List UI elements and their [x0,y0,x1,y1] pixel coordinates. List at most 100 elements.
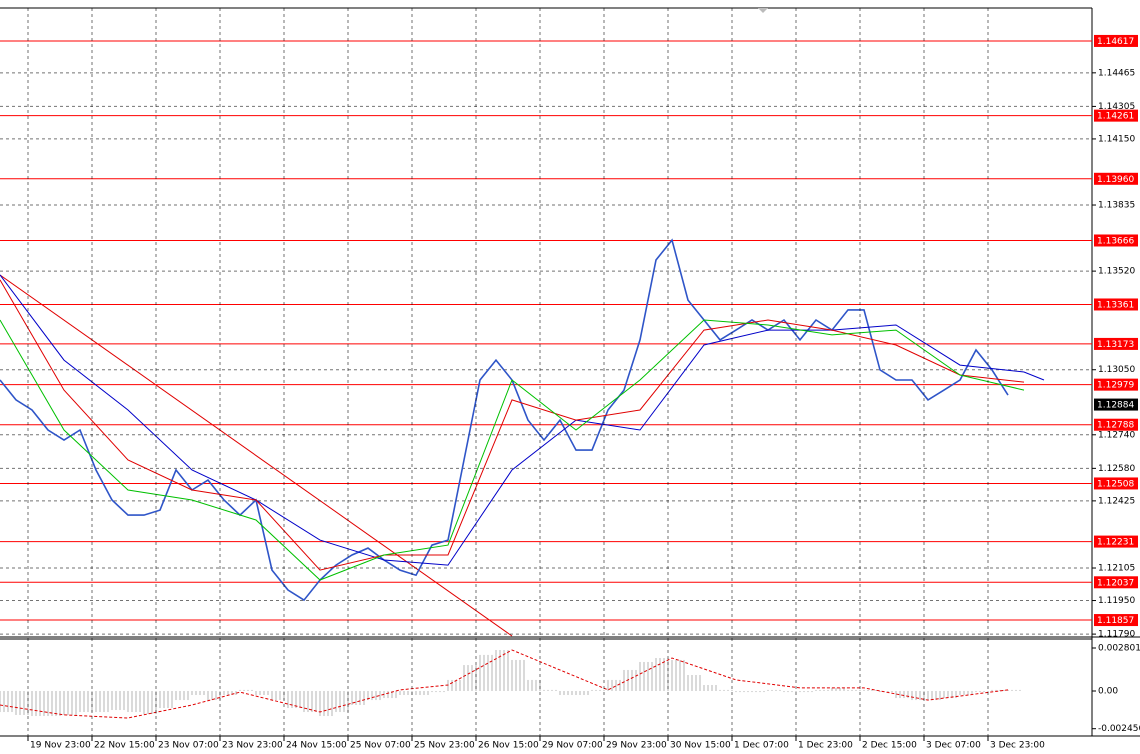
x-tick-label: 22 Nov 15:00 [94,741,155,751]
histogram-bar [259,691,261,695]
y-tick-label: 0.002801 [1098,643,1140,653]
histogram-bar [399,691,401,695]
histogram-bar [135,691,137,713]
histogram-bar [351,691,353,705]
histogram-bar [387,691,389,699]
level-label-box [1094,535,1138,548]
histogram-bar [143,691,145,715]
x-tick-label: 30 Nov 15:00 [670,741,731,751]
histogram-bar [643,661,645,692]
histogram-bar [363,691,365,705]
histogram-bar [623,669,625,692]
histogram-bar [731,689,733,692]
histogram-bar [379,691,381,701]
histogram-bar [247,689,249,692]
histogram-bar [243,689,245,692]
level-label: 1.14261 [1097,112,1134,122]
histogram-bar [119,691,121,711]
histogram-bar [3,691,5,713]
histogram-bar [271,691,273,701]
histogram-bar [767,689,769,692]
histogram-bar [811,691,813,693]
histogram-bar [523,659,525,692]
histogram-bar [943,691,945,699]
histogram-bar [75,691,77,715]
histogram-bar [735,691,737,693]
histogram-bar [751,691,753,693]
histogram-bar [375,691,377,701]
histogram-bar [315,691,317,713]
histogram-bar [99,691,101,713]
histogram-bar [583,691,585,695]
histogram-bar [255,691,257,695]
histogram-bar [563,691,565,695]
y-tick-label: 1.12740 [1098,430,1135,440]
histogram-bar [903,691,905,699]
histogram-bar [307,691,309,713]
histogram-bar [895,691,897,699]
histogram-bar [763,691,765,693]
histogram-bar [851,689,853,692]
level-label-box [1094,337,1138,350]
histogram-bar [991,689,993,692]
x-tick-label: 2 Dec 15:00 [862,741,917,751]
histogram-bar [183,691,185,701]
histogram-bar [11,691,13,713]
histogram-bar [791,691,793,693]
histogram-bar [223,691,225,695]
histogram-bar [331,691,333,717]
histogram-bar [795,691,797,693]
histogram-bar [587,691,589,695]
histogram-bar [915,691,917,701]
histogram-bar [71,691,73,715]
histogram-bar [691,675,693,692]
price-line [0,319,1025,581]
histogram-bar [615,679,617,692]
histogram-bar [463,665,465,692]
level-label: 1.13666 [1097,236,1134,246]
histogram-bar [783,691,785,693]
histogram-bar [203,691,205,695]
histogram-bar [711,685,713,692]
histogram-bar [475,665,477,692]
histogram-bar [51,691,53,717]
level-label: 1.12037 [1097,578,1134,588]
histogram-bar [211,691,213,701]
level-label-box [1094,109,1138,122]
histogram-bar [95,691,97,713]
histogram-bar [871,689,873,692]
histogram-bar [859,689,861,692]
histogram-bar [507,650,509,692]
histogram-bar [719,689,721,692]
histogram-bar [179,691,181,701]
histogram-bar [455,679,457,692]
histogram-bar [631,669,633,692]
histogram-bar [91,691,93,713]
level-label: 1.12788 [1097,421,1134,431]
histogram-bar [679,659,681,692]
histogram-bar [103,691,105,713]
histogram-bar [607,679,609,692]
histogram-bar [1003,689,1005,692]
histogram-bar [47,691,49,717]
histogram-bar [739,691,741,693]
histogram-bar [151,691,153,715]
histogram-bar [847,689,849,692]
level-label: 1.14617 [1097,37,1134,47]
histogram-bar [727,689,729,692]
y-tick-label: 1.14305 [1098,102,1135,112]
histogram-bar [295,691,297,709]
histogram-bar [267,691,269,695]
histogram-bar [771,689,773,692]
histogram-bar [639,661,641,692]
histogram-bar [299,691,301,709]
histogram-bar [503,650,505,692]
histogram-bar [339,691,341,713]
histogram-bar [543,689,545,692]
histogram-bar [799,691,801,693]
histogram-bar [287,691,289,709]
histogram-bar [435,691,437,693]
histogram-bar [747,691,749,693]
histogram-bar [491,654,493,692]
histogram-bar [935,691,937,701]
